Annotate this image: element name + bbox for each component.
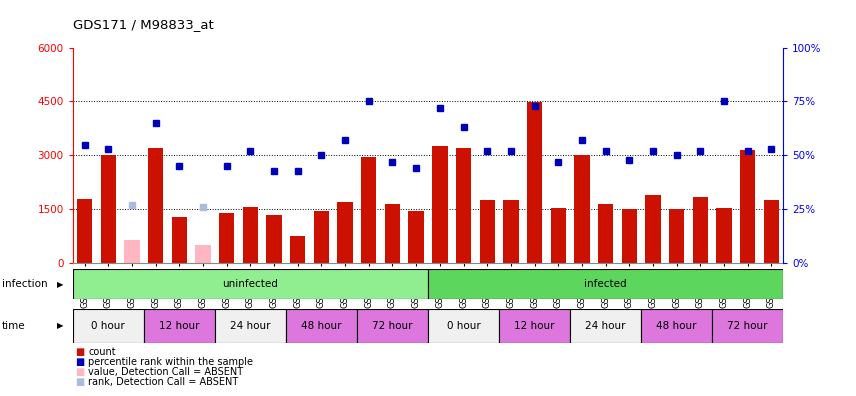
Bar bbox=[243, 206, 258, 263]
Text: 48 hour: 48 hour bbox=[657, 321, 697, 331]
Bar bbox=[456, 148, 471, 263]
Bar bbox=[669, 209, 684, 263]
Text: count: count bbox=[88, 347, 116, 358]
Text: 72 hour: 72 hour bbox=[372, 321, 413, 331]
Bar bbox=[124, 240, 140, 263]
Bar bbox=[266, 215, 282, 263]
Text: 0 hour: 0 hour bbox=[92, 321, 125, 331]
Bar bbox=[598, 204, 613, 263]
Text: ■: ■ bbox=[75, 347, 85, 358]
Bar bbox=[428, 309, 499, 343]
Text: infection: infection bbox=[2, 279, 47, 289]
Text: 12 hour: 12 hour bbox=[514, 321, 555, 331]
Bar bbox=[77, 198, 92, 263]
Text: percentile rank within the sample: percentile rank within the sample bbox=[88, 357, 253, 367]
Bar bbox=[144, 309, 215, 343]
Bar bbox=[503, 200, 519, 263]
Bar bbox=[570, 309, 641, 343]
Text: 48 hour: 48 hour bbox=[301, 321, 342, 331]
Bar bbox=[432, 147, 448, 263]
Bar bbox=[499, 309, 570, 343]
Bar bbox=[337, 202, 353, 263]
Bar bbox=[645, 195, 661, 263]
Text: 0 hour: 0 hour bbox=[447, 321, 480, 331]
Bar bbox=[286, 309, 357, 343]
Bar bbox=[357, 309, 428, 343]
Bar bbox=[290, 236, 306, 263]
Text: rank, Detection Call = ABSENT: rank, Detection Call = ABSENT bbox=[88, 377, 239, 387]
Bar bbox=[550, 208, 566, 263]
Bar bbox=[73, 269, 428, 299]
Bar bbox=[73, 309, 144, 343]
Bar bbox=[621, 209, 637, 263]
Bar bbox=[479, 200, 495, 263]
Text: uninfected: uninfected bbox=[223, 279, 278, 289]
Text: 24 hour: 24 hour bbox=[586, 321, 626, 331]
Bar bbox=[740, 150, 755, 263]
Bar bbox=[764, 200, 779, 263]
Bar bbox=[172, 217, 187, 263]
Bar bbox=[219, 213, 235, 263]
Text: ■: ■ bbox=[75, 357, 85, 367]
Bar bbox=[574, 155, 590, 263]
Bar bbox=[314, 211, 329, 263]
Text: ■: ■ bbox=[75, 367, 85, 377]
Bar bbox=[215, 309, 286, 343]
Text: time: time bbox=[2, 321, 26, 331]
Bar bbox=[527, 102, 542, 263]
Text: 24 hour: 24 hour bbox=[230, 321, 270, 331]
Text: ▶: ▶ bbox=[57, 321, 64, 330]
Bar bbox=[385, 204, 400, 263]
Bar bbox=[712, 309, 783, 343]
Text: infected: infected bbox=[585, 279, 627, 289]
Text: ■: ■ bbox=[75, 377, 85, 387]
Bar bbox=[716, 208, 732, 263]
Bar bbox=[361, 157, 377, 263]
Bar bbox=[101, 155, 116, 263]
Bar bbox=[148, 148, 163, 263]
Text: value, Detection Call = ABSENT: value, Detection Call = ABSENT bbox=[88, 367, 243, 377]
Text: ▶: ▶ bbox=[57, 280, 64, 289]
Bar bbox=[428, 269, 783, 299]
Text: GDS171 / M98833_at: GDS171 / M98833_at bbox=[73, 18, 213, 31]
Bar bbox=[641, 309, 712, 343]
Text: 72 hour: 72 hour bbox=[728, 321, 768, 331]
Bar bbox=[693, 197, 708, 263]
Bar bbox=[195, 246, 211, 263]
Bar bbox=[408, 211, 424, 263]
Text: 12 hour: 12 hour bbox=[159, 321, 199, 331]
